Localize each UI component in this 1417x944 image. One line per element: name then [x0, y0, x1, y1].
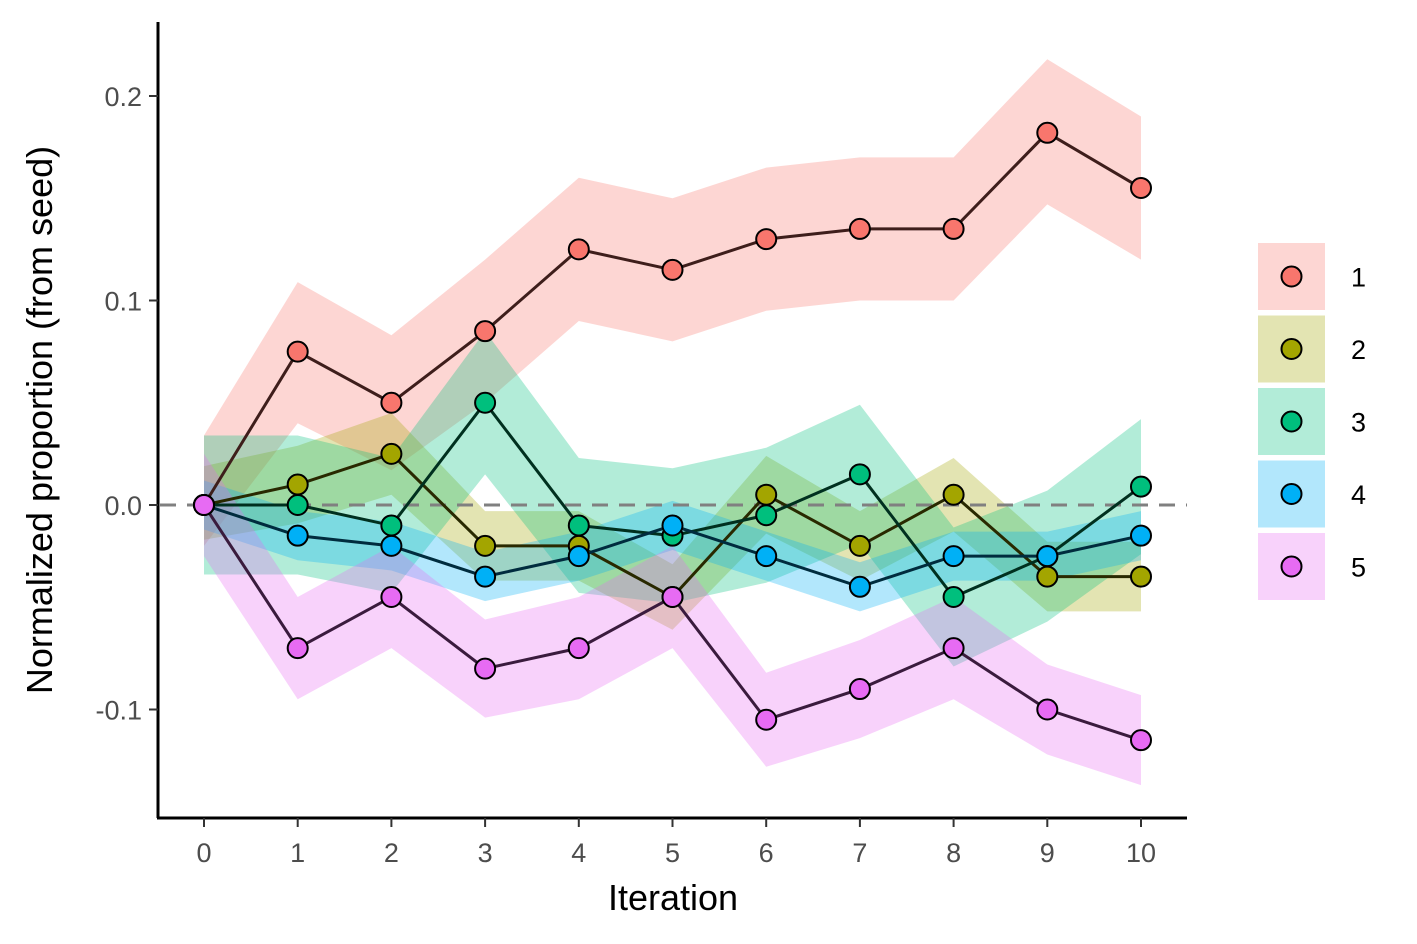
point-series-4-x8	[942, 545, 965, 568]
legend-label-3: 3	[1351, 408, 1366, 438]
point-series-4-x9	[1036, 545, 1059, 568]
point-series-2-x2	[380, 442, 403, 465]
point-series-5-x6	[755, 708, 778, 731]
point-series-2-x3	[474, 534, 497, 557]
point-series-5-x2	[380, 586, 403, 609]
legend-marker-5	[1280, 555, 1303, 578]
y-axis-title: Normalized proportion (from seed)	[19, 146, 60, 694]
x-tick-label: 4	[571, 838, 586, 868]
point-series-1-x5	[661, 258, 684, 281]
point-series-5-x0	[193, 494, 215, 516]
point-series-5-x4	[567, 637, 590, 660]
x-tick-label: 7	[852, 838, 867, 868]
x-tick-label: 1	[290, 838, 305, 868]
ribbons-layer	[204, 59, 1141, 786]
point-series-3-x1	[286, 494, 309, 516]
legend-marker-1	[1280, 265, 1303, 288]
point-series-1-x3	[474, 320, 497, 343]
point-series-1-x2	[380, 391, 403, 414]
point-series-2-x1	[286, 473, 309, 496]
point-series-1-x8	[942, 217, 965, 240]
point-series-5-x10	[1130, 729, 1152, 752]
ribbon-series-2	[204, 412, 1141, 630]
point-series-1-x9	[1036, 121, 1059, 144]
point-series-1-x7	[848, 217, 871, 240]
x-tick-label: 8	[946, 838, 961, 868]
point-series-4-x6	[755, 545, 778, 568]
point-series-3-x7	[848, 463, 871, 486]
ribbon-series-1	[204, 59, 1141, 546]
point-series-4-x1	[286, 524, 309, 547]
point-series-1-x6	[755, 228, 778, 251]
point-series-2-x6	[755, 483, 778, 506]
legend-label-1: 1	[1351, 263, 1366, 293]
points-layer	[193, 121, 1152, 752]
point-series-4-x5	[661, 514, 684, 537]
point-series-5-x5	[661, 586, 684, 609]
point-series-5-x3	[474, 657, 497, 680]
point-series-4-x3	[474, 565, 497, 588]
x-axis-title: Iteration	[608, 877, 738, 918]
point-series-5-x8	[942, 637, 965, 660]
y-tick-label: 0.2	[104, 82, 142, 112]
point-series-1-x4	[567, 238, 590, 261]
point-series-5-x1	[286, 637, 309, 660]
point-series-2-x9	[1036, 565, 1059, 588]
y-tick-label: 0.1	[104, 287, 142, 317]
point-series-4-x4	[567, 545, 590, 568]
point-series-3-x6	[755, 504, 778, 527]
y-ticks: 0.2 0.1 0.0 -0.1	[95, 82, 158, 726]
point-series-3-x8	[942, 586, 965, 609]
legend-marker-2	[1280, 338, 1303, 360]
x-tick-label: 6	[759, 838, 774, 868]
point-series-3-x3	[474, 391, 497, 414]
x-tick-label: 0	[196, 838, 211, 868]
point-series-2-x10	[1130, 565, 1152, 588]
x-tick-label: 2	[384, 838, 399, 868]
point-series-1-x10	[1130, 177, 1152, 200]
x-ticks: 0 1 2 3 4 5 6 7 8 9 10	[196, 818, 1156, 868]
point-series-4-x2	[380, 534, 403, 557]
ribbon-series-5	[204, 453, 1141, 786]
legend-marker-3	[1280, 410, 1303, 433]
legend-label-4: 4	[1351, 480, 1366, 510]
legend-label-2: 2	[1351, 335, 1366, 365]
legend-marker-4	[1280, 483, 1303, 505]
point-series-3-x10	[1130, 475, 1152, 498]
point-series-4-x7	[848, 575, 871, 598]
x-tick-label: 10	[1126, 838, 1156, 868]
legend-label-5: 5	[1351, 553, 1366, 583]
x-tick-label: 9	[1040, 838, 1055, 868]
x-tick-label: 3	[478, 838, 493, 868]
legend: 1 2 3 4 5	[1258, 243, 1366, 600]
point-series-2-x8	[942, 483, 965, 506]
point-series-5-x9	[1036, 698, 1059, 721]
ribbon-series-3	[204, 331, 1141, 667]
point-series-3-x4	[567, 514, 590, 537]
point-series-2-x7	[848, 534, 871, 557]
point-series-5-x7	[848, 678, 871, 701]
y-tick-label: 0.0	[104, 491, 142, 521]
point-series-4-x10	[1130, 524, 1152, 547]
y-tick-label: -0.1	[95, 696, 142, 726]
point-series-3-x2	[380, 514, 403, 537]
x-tick-label: 5	[665, 838, 680, 868]
point-series-1-x1	[286, 340, 309, 363]
